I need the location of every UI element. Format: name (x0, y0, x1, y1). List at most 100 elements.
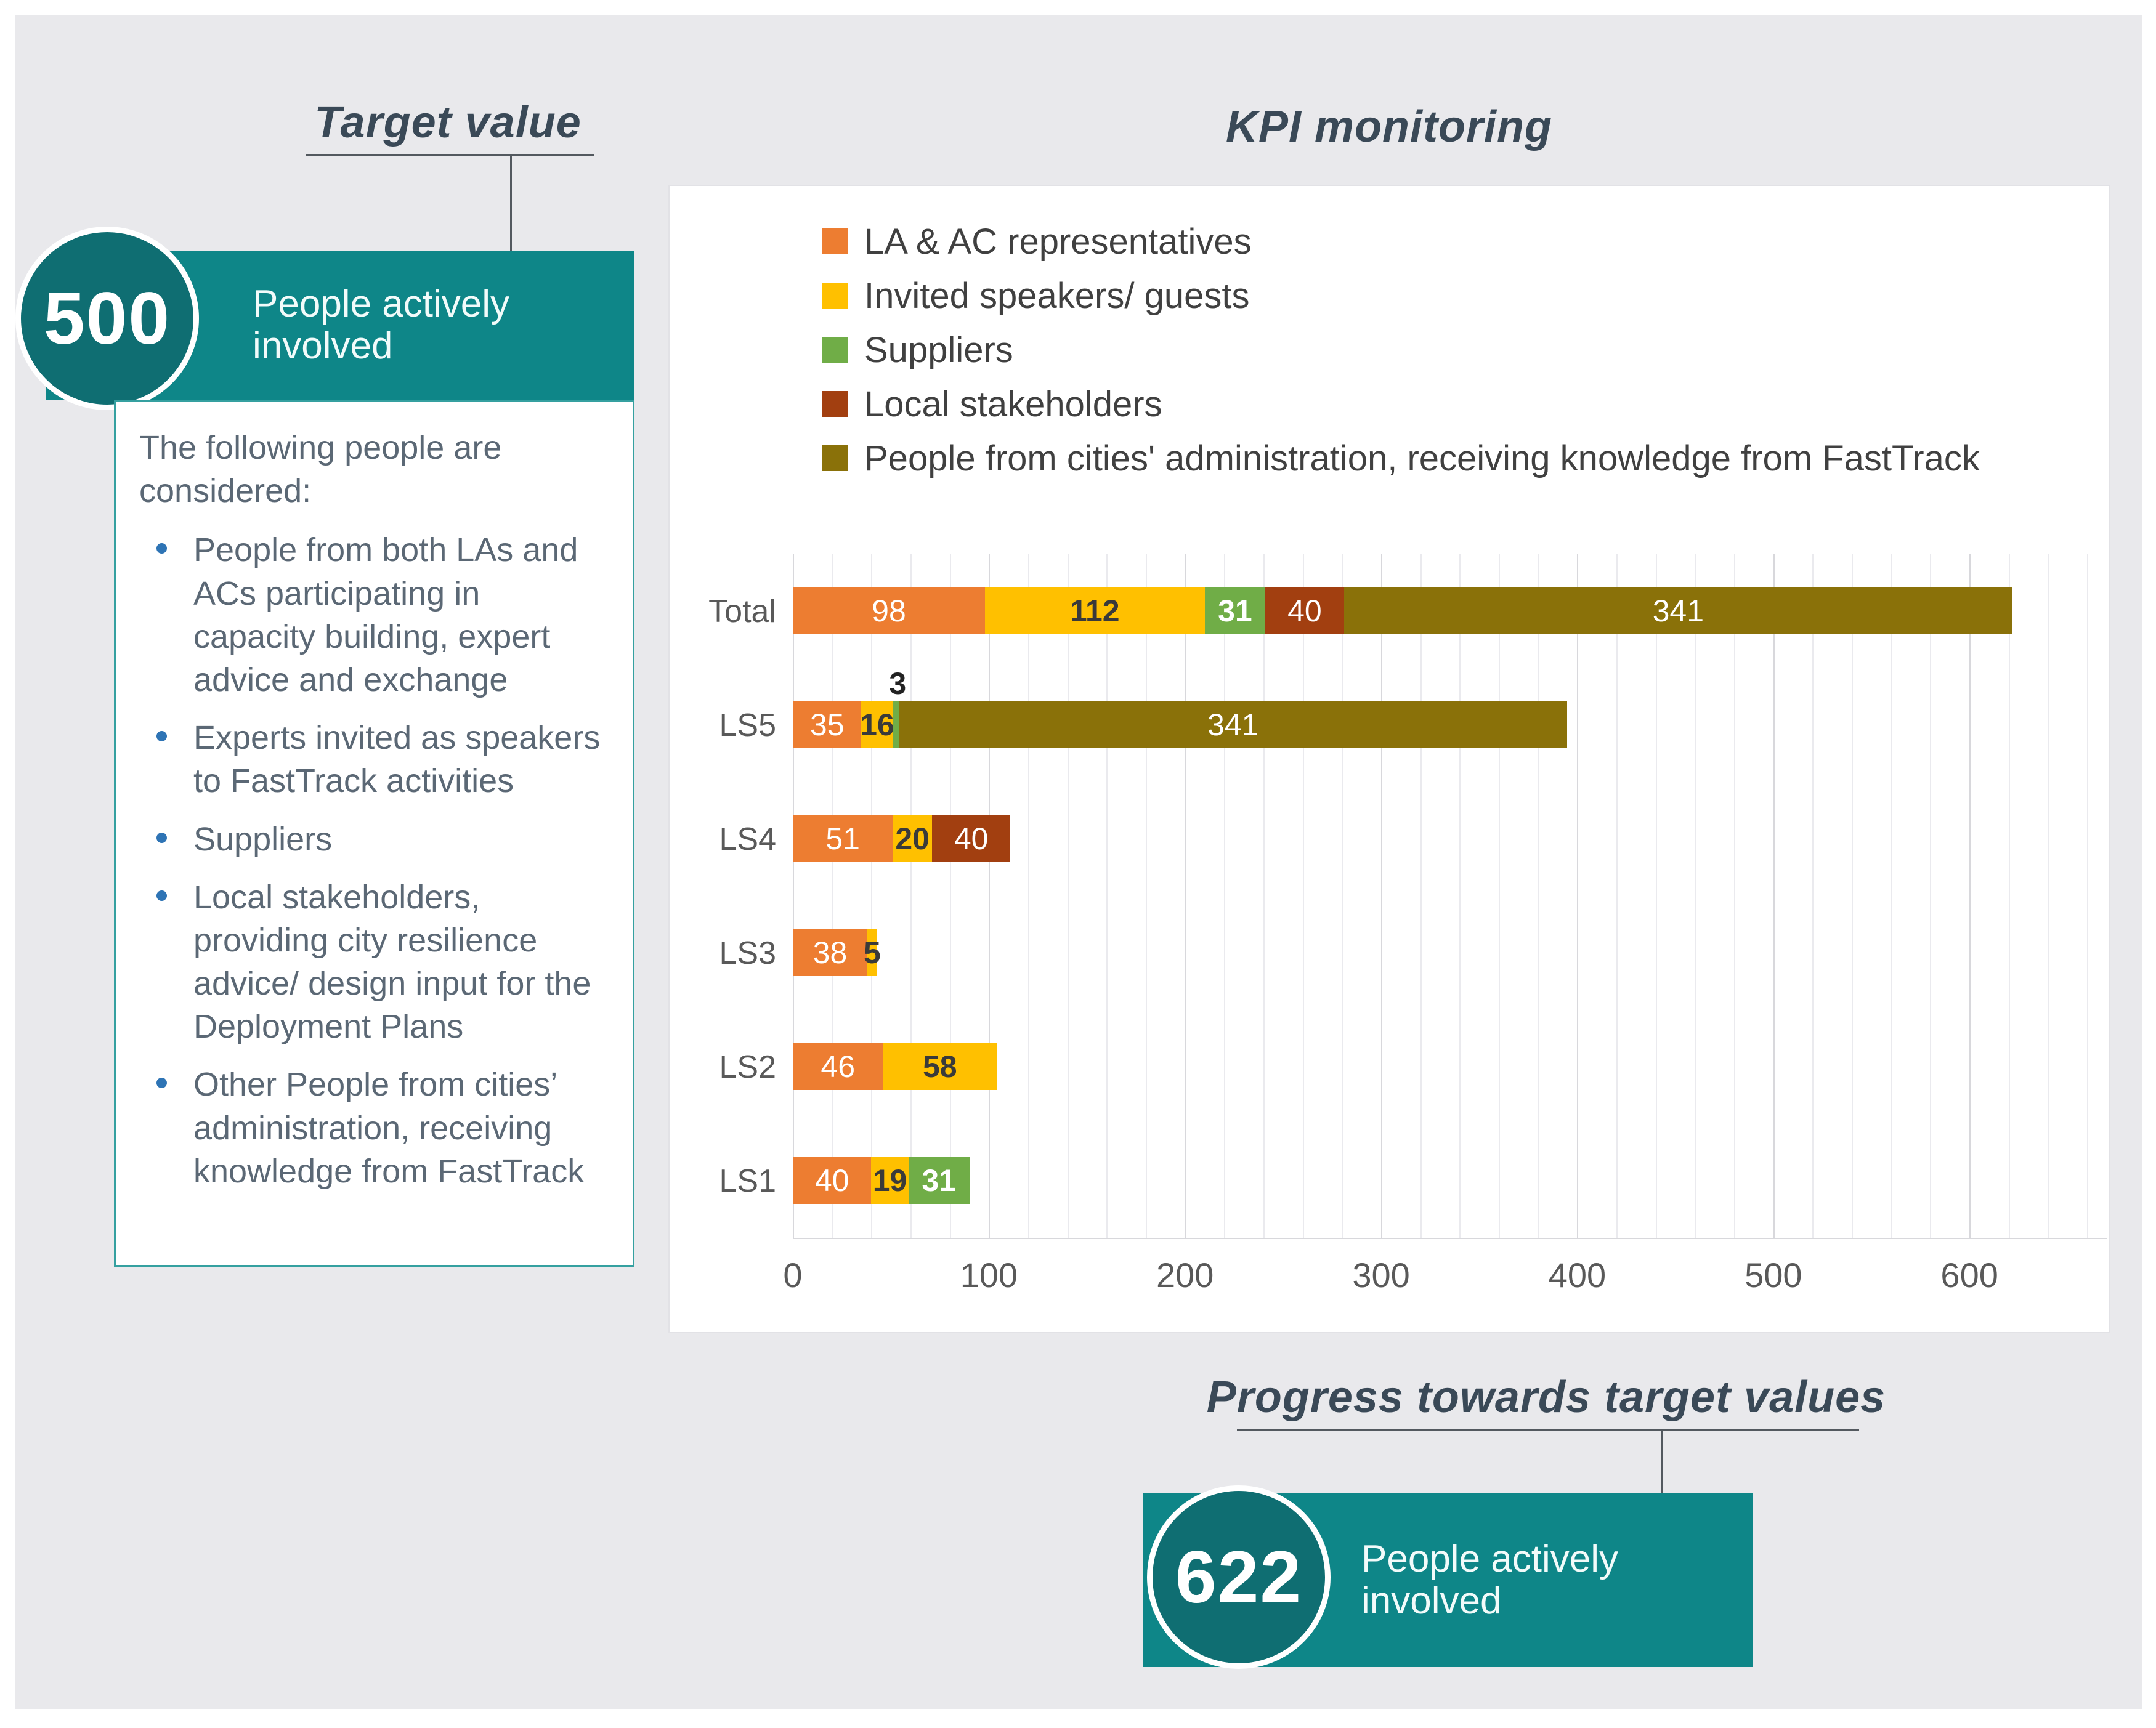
progress-connector-line (1661, 1431, 1663, 1493)
progress-value-number: 622 (1175, 1536, 1303, 1618)
gridline (949, 554, 951, 1238)
bullet-item: Other People from cities’ administration… (139, 1063, 611, 1193)
bar-row-total: 98 112 31 40 341 (793, 554, 2107, 668)
bullet-dot-icon (156, 543, 167, 554)
x-tick-label: 400 (1548, 1256, 1607, 1294)
target-value-number: 500 (43, 277, 171, 360)
bar-row-ls5: 3 35 16 341 (793, 666, 2107, 782)
bar-value-label: 341 (1207, 708, 1259, 742)
category-label: LS2 (719, 1049, 776, 1085)
bar-segment: 58 (883, 1043, 997, 1090)
gridline (910, 554, 912, 1238)
stacked-bar: 46 58 (793, 1043, 2107, 1090)
bar-segment: 46 (793, 1043, 883, 1090)
description-bullet-list: People from both LAs and ACs participati… (139, 528, 611, 1193)
category-label: Total (708, 593, 776, 629)
target-section-title: Target value (314, 98, 582, 147)
gridline (832, 554, 833, 1238)
progress-card-label: People actively involved (1361, 1538, 1618, 1622)
bar-segment: 16 (860, 701, 894, 748)
progress-card-label-line2: involved (1361, 1580, 1502, 1622)
gridline (793, 554, 794, 1238)
bullet-text: Suppliers (193, 820, 333, 858)
legend-label: Invited speakers/ guests (864, 275, 1250, 316)
gridline (1773, 554, 1775, 1238)
x-tick-label: 300 (1352, 1256, 1410, 1294)
bar-value-label: 40 (954, 822, 989, 856)
bar-segment: 98 (793, 587, 985, 634)
target-connector-line (510, 156, 512, 252)
stacked-bar: 35 16 341 (793, 701, 2107, 748)
bar-segment: 51 (793, 815, 893, 862)
bullet-dot-icon (156, 731, 167, 742)
chart-card (668, 185, 2110, 1333)
bar-value-label: 20 (895, 822, 930, 856)
bar-segment: 20 (893, 815, 933, 862)
gridline (2087, 554, 2089, 1238)
category-label: LS4 (719, 821, 776, 857)
bar-value-label: 58 (922, 1049, 957, 1084)
gridline (1577, 554, 1579, 1238)
gridline (1342, 554, 1343, 1238)
gridline (1185, 554, 1186, 1238)
bar-value-label: 46 (821, 1049, 856, 1084)
bullet-text: Other People from cities’ administration… (193, 1066, 585, 1190)
bar-value-label: 341 (1652, 594, 1704, 628)
target-card-label-line2: involved (253, 325, 393, 367)
gridline (1028, 554, 1030, 1238)
bar-value-label: 98 (872, 594, 906, 628)
gridline (1655, 554, 1657, 1238)
gridline (871, 554, 873, 1238)
gridline (1969, 554, 1971, 1238)
gridline (1812, 554, 1814, 1238)
legend-item: LA & AC representatives (822, 214, 1980, 268)
x-tick-label: 600 (1940, 1256, 1998, 1294)
gridline (1852, 554, 1854, 1238)
description-box: The following people are considered: Peo… (114, 400, 634, 1267)
target-card-label: People actively involved (253, 283, 509, 367)
stacked-bar: 40 19 31 (793, 1157, 2107, 1204)
bar-value-label: 16 (860, 708, 894, 742)
gridline (1734, 554, 1736, 1238)
bullet-item: Experts invited as speakers to FastTrack… (139, 716, 611, 802)
gridline (1146, 554, 1148, 1238)
bar-segment: 31 (908, 1157, 970, 1204)
gridline (1459, 554, 1461, 1238)
description-intro: The following people are considered: (139, 429, 502, 510)
bar-value-label: 3 (889, 666, 907, 701)
gridline (1302, 554, 1304, 1238)
category-label: LS3 (719, 935, 776, 971)
bar-value-label: 112 (1069, 594, 1120, 628)
gridline (1499, 554, 1501, 1238)
bar-value-label: 5 (864, 935, 881, 970)
legend-swatch-icon (822, 445, 848, 471)
plot-area: 98 112 31 40 341 3 35 16 341 51 20 40 38 5 46 58 40 19 31 (793, 554, 2107, 1238)
progress-title-underline (1237, 1429, 1859, 1431)
x-axis-line (793, 1238, 2107, 1239)
category-label: LS1 (719, 1163, 776, 1199)
gridline (1695, 554, 1696, 1238)
gridline (989, 554, 991, 1238)
bar-segment: 40 (793, 1157, 872, 1204)
gridline (1891, 554, 1892, 1238)
bar-segment: 5 (864, 929, 881, 976)
gridline (1420, 554, 1422, 1238)
gridline (2008, 554, 2010, 1238)
legend-swatch-icon (822, 283, 848, 309)
progress-card-label-line1: People actively (1361, 1537, 1619, 1580)
gridline (1381, 554, 1383, 1238)
chart-legend: LA & AC representatives Invited speakers/… (822, 214, 1980, 485)
bullet-item: Suppliers (139, 818, 611, 861)
progress-section-title: Progress towards target values (1206, 1373, 1886, 1422)
legend-label: Local stakeholders (864, 384, 1162, 424)
bar-segment: 31 (1204, 587, 1266, 634)
legend-label: Suppliers (864, 329, 1013, 370)
category-label: LS5 (719, 707, 776, 743)
bar-segment: 35 (793, 701, 862, 748)
chart-title: KPI monitoring (1226, 102, 1552, 151)
stacked-bar: 98 112 31 40 341 (793, 587, 2107, 634)
bar-value-label: 40 (814, 1163, 849, 1198)
target-value-circle: 500 (15, 227, 199, 410)
gridline (1224, 554, 1226, 1238)
bullet-text: Experts invited as speakers to FastTrack… (193, 719, 601, 800)
